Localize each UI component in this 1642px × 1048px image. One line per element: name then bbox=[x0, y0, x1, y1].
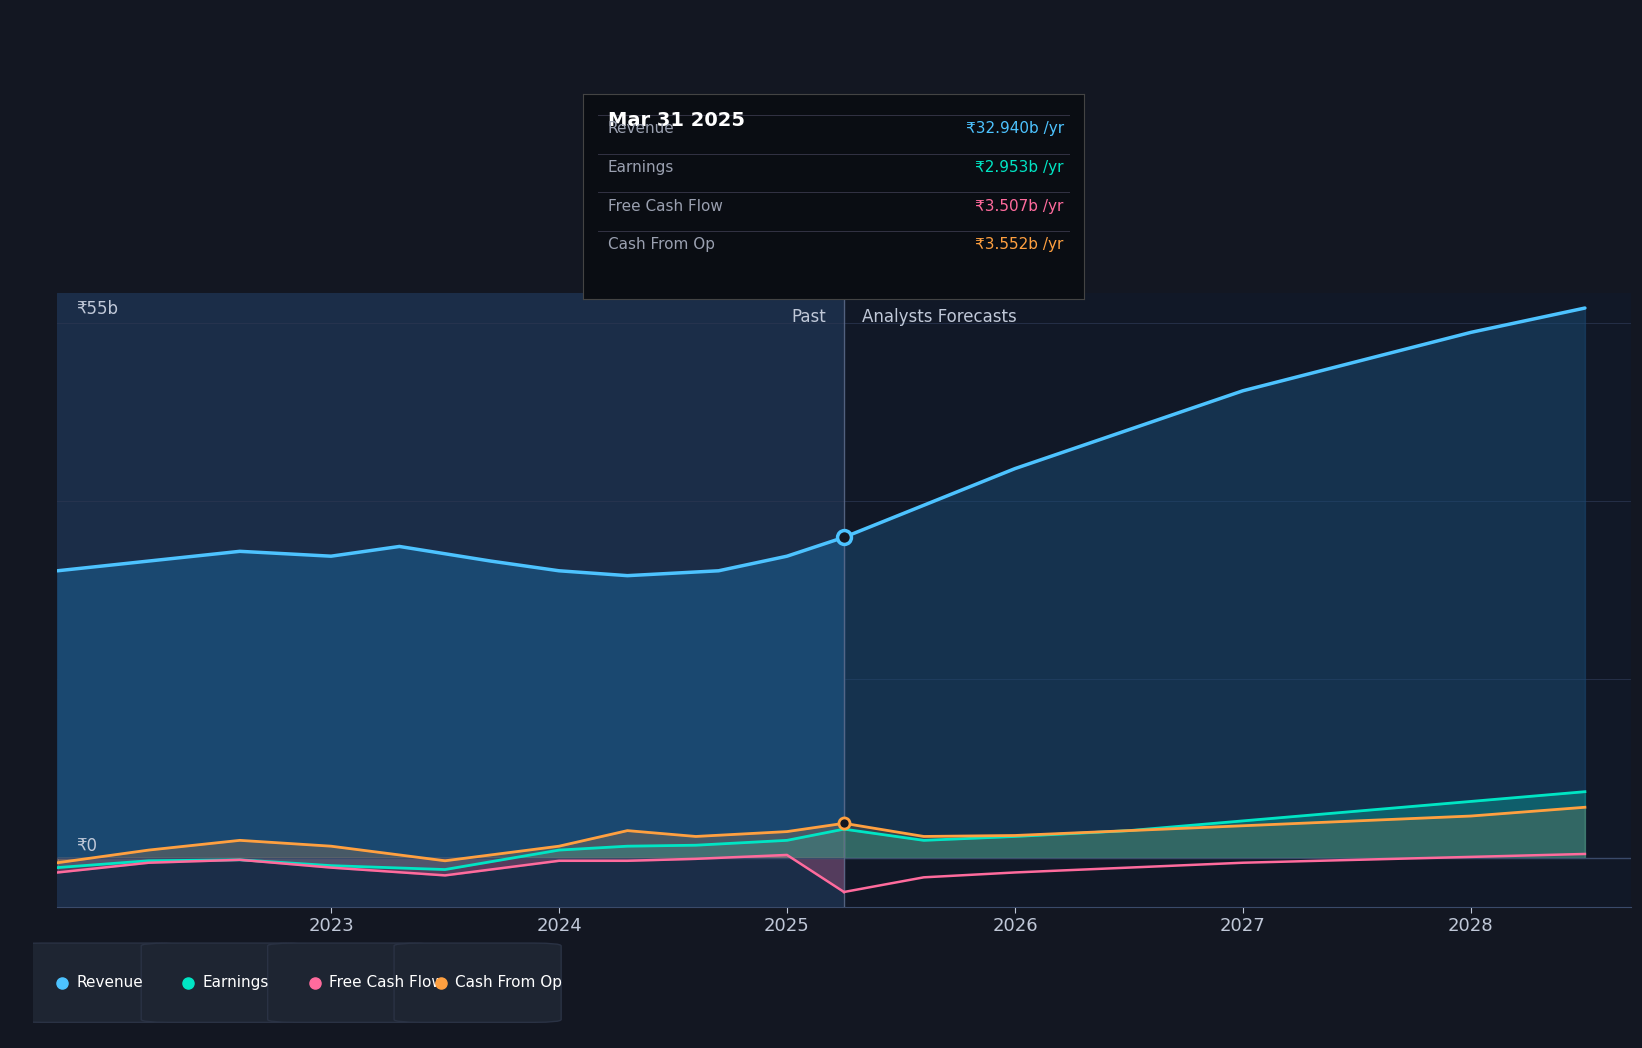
Text: Revenue: Revenue bbox=[608, 121, 675, 136]
Text: Revenue: Revenue bbox=[76, 976, 143, 990]
Text: ₹55b: ₹55b bbox=[76, 300, 118, 318]
Bar bbox=[844, 293, 1631, 907]
Text: ₹2.953b /yr: ₹2.953b /yr bbox=[975, 159, 1064, 175]
Text: ₹3.507b /yr: ₹3.507b /yr bbox=[975, 198, 1064, 214]
FancyBboxPatch shape bbox=[394, 943, 562, 1023]
Text: Cash From Op: Cash From Op bbox=[455, 976, 563, 990]
Text: Earnings: Earnings bbox=[608, 159, 675, 175]
FancyBboxPatch shape bbox=[15, 943, 182, 1023]
Text: Free Cash Flow: Free Cash Flow bbox=[328, 976, 443, 990]
FancyBboxPatch shape bbox=[268, 943, 435, 1023]
Text: Free Cash Flow: Free Cash Flow bbox=[608, 198, 722, 214]
Text: Past: Past bbox=[791, 308, 826, 326]
Text: Mar 31 2025: Mar 31 2025 bbox=[608, 111, 745, 130]
Text: Earnings: Earnings bbox=[202, 976, 269, 990]
FancyBboxPatch shape bbox=[141, 943, 309, 1023]
Text: ₹32.940b /yr: ₹32.940b /yr bbox=[965, 121, 1064, 136]
Text: Analysts Forecasts: Analysts Forecasts bbox=[862, 308, 1016, 326]
Text: Cash From Op: Cash From Op bbox=[608, 238, 714, 253]
Text: ₹3.552b /yr: ₹3.552b /yr bbox=[975, 238, 1064, 253]
Bar bbox=[57, 293, 844, 907]
Text: ₹0: ₹0 bbox=[76, 837, 97, 855]
